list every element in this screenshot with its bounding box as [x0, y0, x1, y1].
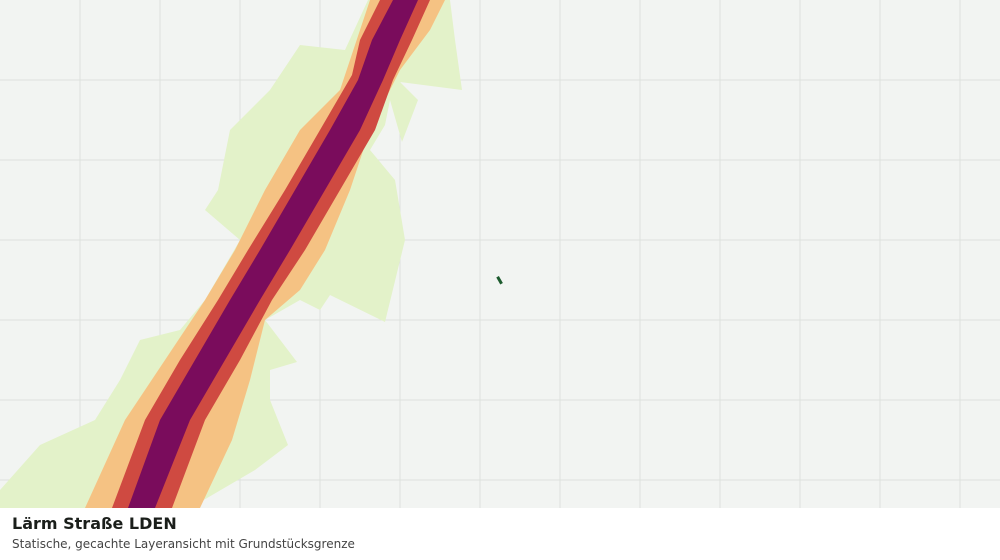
- legend-panel: Lärm Straße LDEN Statische, gecachte Lay…: [0, 508, 1000, 560]
- noise-zone-very-high: [128, 0, 418, 508]
- layer-title: Lärm Straße LDEN: [12, 514, 177, 533]
- layer-subtitle: Statische, gecachte Layeransicht mit Gru…: [12, 537, 355, 551]
- map: [0, 0, 1000, 508]
- parcel-marker: [496, 276, 503, 285]
- tile-grid: [0, 0, 1000, 508]
